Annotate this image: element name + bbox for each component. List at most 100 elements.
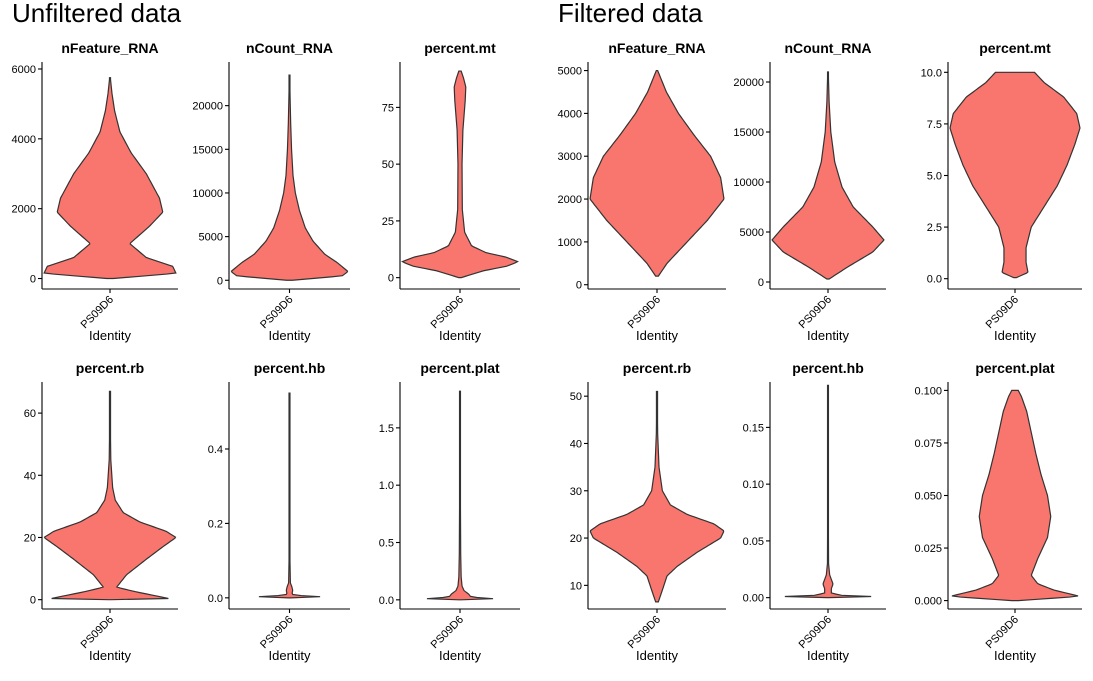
y-tick-label: 5000 (199, 232, 223, 244)
violin-shape (589, 390, 725, 603)
y-tick-label: 15000 (192, 144, 223, 156)
y-tick-label: 4000 (12, 134, 36, 146)
y-tick-label: 0.15 (743, 422, 764, 434)
x-tick-label: PS09D6 (984, 294, 1021, 331)
violin-panel: nCount_RNA 0 5000 10000 15000 20000 PS09D6Iden… (733, 40, 886, 343)
unfiltered-section-title: Unfiltered data (12, 0, 182, 28)
y-tick-label: 0.025 (914, 543, 942, 555)
x-axis-label: Identity (994, 648, 1036, 663)
panel-title: percent.mt (979, 40, 1051, 56)
panel-title: percent.plat (975, 360, 1055, 376)
y-tick-label: 0 (576, 280, 582, 292)
violin-shape (771, 71, 885, 280)
y-tick-label: 0.05 (743, 536, 764, 548)
x-tick-label: PS09D6 (626, 294, 663, 331)
y-tick-label: 40 (24, 470, 36, 482)
violin-panel: nCount_RNA 0 5000 10000 15000 20000 PS09D6Iden… (192, 40, 350, 343)
x-tick-label: PS09D6 (626, 614, 663, 651)
panel-title: percent.rb (623, 360, 691, 376)
violin-shape (784, 384, 872, 599)
y-tick-label: 50 (570, 391, 582, 403)
x-tick-label: PS09D6 (79, 294, 116, 331)
violin-shape (589, 69, 725, 277)
y-tick-label: 10.0 (921, 67, 942, 79)
x-tick-label: PS09D6 (984, 614, 1021, 651)
y-tick-label: 2.5 (927, 222, 942, 234)
y-tick-label: 0.075 (914, 438, 942, 450)
x-axis-label: Identity (994, 328, 1036, 343)
y-tick-label: 5.0 (927, 171, 942, 183)
y-tick-label: 0.5 (379, 538, 394, 550)
panel-title: percent.hb (254, 360, 326, 376)
y-tick-label: 1.0 (379, 480, 394, 492)
y-tick-label: 2000 (12, 204, 36, 216)
y-tick-label: 0.00 (743, 593, 764, 605)
y-tick-label: 2000 (558, 194, 582, 206)
x-tick-label: PS09D6 (429, 294, 466, 331)
y-tick-label: 0.0 (927, 274, 942, 286)
y-tick-label: 0.0 (208, 593, 223, 605)
panel-title: percent.rb (76, 360, 144, 376)
y-tick-label: 10000 (192, 188, 223, 200)
y-tick-label: 1000 (558, 237, 582, 249)
x-tick-label: PS09D6 (79, 614, 116, 651)
y-tick-label: 10000 (733, 177, 764, 189)
panel-title: nCount_RNA (246, 40, 333, 56)
y-tick-label: 25 (382, 216, 394, 228)
x-tick-label: PS09D6 (797, 614, 834, 651)
y-tick-label: 0 (758, 277, 764, 289)
y-tick-label: 0.100 (914, 385, 942, 397)
violin-panel: percent.plat 0.000 0.025 0.050 0.075 0.100 PS0… (914, 360, 1082, 663)
x-tick-label: PS09D6 (797, 294, 834, 331)
x-axis-label: Identity (807, 648, 849, 663)
y-tick-label: 0 (30, 274, 36, 286)
violin-shape (43, 390, 177, 601)
violin-shape (230, 74, 349, 281)
y-tick-label: 3000 (558, 151, 582, 163)
y-tick-label: 7.5 (927, 119, 942, 131)
violin-shape (43, 77, 177, 280)
y-tick-label: 6000 (12, 64, 36, 76)
y-tick-label: 20000 (192, 101, 223, 113)
y-tick-label: 0.050 (914, 491, 942, 503)
y-tick-label: 75 (382, 102, 394, 114)
panel-title: nCount_RNA (784, 40, 871, 56)
y-tick-label: 20 (570, 533, 582, 545)
y-tick-label: 5000 (740, 227, 764, 239)
y-tick-label: 50 (382, 159, 394, 171)
panel-title: nFeature_RNA (608, 40, 705, 56)
y-tick-label: 0 (217, 275, 223, 287)
violin-panel: nFeature_RNA 0 1000 2000 3000 4000 5000 PS09D6I… (558, 40, 726, 343)
x-axis-label: Identity (269, 648, 311, 663)
x-axis-label: Identity (807, 328, 849, 343)
y-tick-label: 20 (24, 532, 36, 544)
x-axis-label: Identity (439, 648, 481, 663)
x-axis-label: Identity (636, 648, 678, 663)
x-tick-label: PS09D6 (258, 614, 295, 651)
panel-title: percent.mt (424, 40, 496, 56)
violin-shape (426, 390, 494, 601)
panel-title: percent.plat (420, 360, 500, 376)
x-tick-label: PS09D6 (258, 294, 295, 331)
y-tick-label: 0.2 (208, 518, 223, 530)
violin-shape (951, 389, 1079, 602)
y-tick-label: 4000 (558, 108, 582, 120)
y-tick-label: 1.5 (379, 423, 394, 435)
x-axis-label: Identity (89, 648, 131, 663)
y-tick-label: 0 (30, 595, 36, 607)
y-tick-label: 15000 (733, 127, 764, 139)
x-tick-label: PS09D6 (429, 614, 466, 651)
x-axis-label: Identity (439, 328, 481, 343)
violin-shape (258, 392, 321, 599)
y-tick-label: 60 (24, 408, 36, 420)
x-axis-label: Identity (89, 328, 131, 343)
violin-shape (949, 71, 1081, 279)
